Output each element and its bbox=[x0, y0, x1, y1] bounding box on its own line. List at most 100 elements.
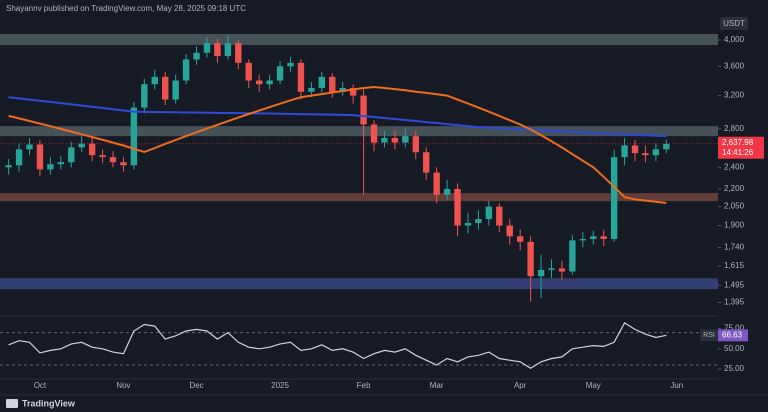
candle-body bbox=[558, 268, 566, 272]
candle-body bbox=[433, 172, 440, 195]
candle-body bbox=[287, 62, 294, 67]
x-tick-label: 2025 bbox=[271, 381, 289, 390]
candle-body bbox=[235, 43, 242, 63]
candle-body bbox=[318, 76, 326, 88]
candle-body bbox=[370, 124, 378, 143]
candle-body bbox=[590, 236, 597, 240]
rsi-value-box bbox=[718, 329, 748, 342]
header-text: Shayannv published on TradingView.com, M… bbox=[6, 4, 246, 13]
candle-body bbox=[349, 87, 357, 96]
moving-average bbox=[8, 85, 667, 204]
candle-body bbox=[255, 80, 263, 85]
candle-body bbox=[151, 76, 158, 85]
candle-body bbox=[203, 43, 211, 53]
candle-body bbox=[266, 80, 273, 85]
rsi-label-box bbox=[700, 329, 718, 342]
candle-body bbox=[537, 269, 545, 277]
y-tick-label: 2,200 bbox=[724, 184, 745, 193]
candle-body bbox=[381, 137, 388, 143]
candle-body bbox=[454, 189, 461, 226]
candle-body bbox=[506, 225, 513, 237]
candle-body bbox=[631, 145, 639, 154]
x-tick-label: Mar bbox=[430, 381, 444, 390]
currency: USDT bbox=[723, 19, 745, 28]
candle-body bbox=[485, 206, 493, 220]
candle-body bbox=[245, 62, 252, 81]
candle-body bbox=[5, 165, 12, 168]
footer-logo bbox=[6, 399, 18, 408]
zone bbox=[0, 278, 718, 290]
candle-body bbox=[26, 144, 33, 150]
candle-body bbox=[182, 59, 190, 81]
rsi-value: 66.63 bbox=[722, 330, 743, 339]
last-price: 2,637.98 bbox=[722, 138, 754, 147]
candle-body bbox=[109, 157, 117, 163]
candle-body bbox=[297, 62, 305, 92]
candle-body bbox=[130, 107, 138, 166]
candle-body bbox=[78, 143, 85, 148]
candle-body bbox=[443, 189, 451, 195]
candle-body bbox=[642, 153, 649, 156]
candle-body bbox=[141, 84, 148, 108]
candle-body bbox=[391, 137, 399, 143]
candle-body bbox=[516, 236, 524, 242]
rsi-label: RSI bbox=[703, 332, 715, 339]
y-tick-label: 1,495 bbox=[724, 280, 745, 289]
x-tick-label: Nov bbox=[116, 381, 130, 390]
x-tick-label: Oct bbox=[34, 381, 47, 390]
candle-body bbox=[569, 240, 576, 272]
candle-body bbox=[120, 162, 127, 166]
candle-body bbox=[600, 236, 607, 240]
y-tick-label: 3,200 bbox=[724, 91, 745, 100]
candle-body bbox=[172, 80, 179, 100]
candle-body bbox=[610, 157, 618, 240]
x-tick-label: Apr bbox=[514, 381, 527, 390]
candle-body bbox=[329, 76, 336, 92]
zone bbox=[0, 193, 718, 202]
y-tick-label: 2,050 bbox=[724, 202, 745, 211]
candle-body bbox=[402, 136, 409, 143]
y-tick-label: 3,600 bbox=[724, 61, 745, 70]
y-tick-label: 1,900 bbox=[724, 221, 745, 230]
candle-body bbox=[36, 144, 44, 170]
candle-body bbox=[663, 143, 670, 150]
y-tick-label: 1,740 bbox=[724, 243, 745, 252]
candle-body bbox=[214, 43, 221, 57]
candle-body bbox=[162, 76, 169, 100]
candle-body bbox=[339, 87, 346, 92]
rsi-tick-label: 75.00 bbox=[724, 324, 745, 333]
candle-body bbox=[15, 149, 23, 166]
y-tick-label: 2,800 bbox=[724, 124, 745, 133]
y-tick-label: 1,615 bbox=[724, 261, 745, 270]
footer-brand: TradingView bbox=[22, 398, 76, 408]
candle-body bbox=[47, 164, 54, 170]
x-tick-label: Jun bbox=[670, 381, 683, 390]
y-tick-label: 4,000 bbox=[724, 35, 745, 44]
candle-body bbox=[423, 152, 430, 173]
zone bbox=[0, 33, 718, 46]
currency-box bbox=[720, 17, 748, 30]
rsi-tick-label: 25.00 bbox=[724, 364, 745, 373]
last-price-box bbox=[718, 136, 764, 159]
candle-body bbox=[527, 241, 534, 277]
candle-body bbox=[57, 162, 65, 165]
x-tick-label: Dec bbox=[189, 381, 203, 390]
moving-average bbox=[8, 96, 667, 138]
candle-body bbox=[88, 143, 96, 156]
y-tick-label: 2,400 bbox=[724, 162, 745, 171]
candle-body bbox=[412, 136, 419, 153]
candle-body bbox=[224, 43, 232, 57]
candle-body bbox=[475, 219, 482, 223]
y-tick-label: 1,395 bbox=[724, 298, 745, 307]
candle-body bbox=[99, 155, 106, 158]
candle-body bbox=[68, 147, 75, 163]
rsi-tick-label: 50.00 bbox=[724, 344, 745, 353]
rsi-line bbox=[8, 322, 667, 370]
candle-body bbox=[496, 206, 503, 226]
candle-body bbox=[548, 268, 555, 270]
last-price-timer: 14:41:26 bbox=[722, 148, 754, 157]
x-tick-label: May bbox=[586, 381, 601, 390]
zone bbox=[0, 126, 718, 137]
candle-body bbox=[579, 239, 587, 241]
